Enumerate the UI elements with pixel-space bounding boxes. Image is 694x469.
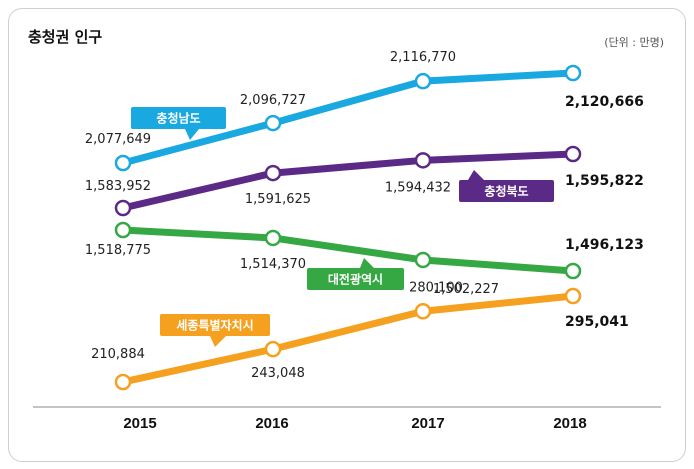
data-point <box>114 154 132 172</box>
data-point <box>414 303 432 320</box>
x-tick-label: 2017 <box>411 415 444 432</box>
unit-note: (단위 : 만명) <box>604 36 664 49</box>
data-label: 2,096,727 <box>240 93 306 108</box>
data-point <box>264 164 282 182</box>
x-tick-label: 2015 <box>123 415 156 432</box>
chart-title: 충청권 인구 <box>28 28 103 46</box>
data-point <box>564 287 582 305</box>
data-label: 1,595,822 <box>565 173 644 189</box>
data-label: 295,041 <box>565 314 629 330</box>
data-label: 1,514,370 <box>240 257 306 272</box>
series-name: 충청남도 <box>156 111 200 126</box>
data-point <box>114 373 132 391</box>
data-point <box>564 262 582 280</box>
data-label: 1,583,952 <box>85 179 151 194</box>
data-label: 1,591,625 <box>245 192 311 207</box>
data-label: 243,048 <box>251 366 305 381</box>
series-name-tag: 세종특별자치시 <box>160 314 270 347</box>
data-label: 280,100 <box>409 280 463 295</box>
data-point <box>114 221 132 239</box>
data-label: 2,116,770 <box>390 50 456 65</box>
series-line <box>122 150 574 212</box>
data-point <box>414 152 432 169</box>
data-label: 1,496,123 <box>565 237 644 253</box>
data-point <box>564 145 582 163</box>
data-label: 210,884 <box>91 347 145 362</box>
data-point <box>264 340 282 358</box>
data-label: 1,502,227 <box>433 282 499 297</box>
x-tick-label: 2018 <box>553 415 586 432</box>
x-tick-label: 2016 <box>255 415 288 432</box>
data-label: 1,518,775 <box>85 243 151 258</box>
series-name: 충청북도 <box>484 184 528 199</box>
series-name: 대전광역시 <box>328 272 383 287</box>
data-label: 2,120,666 <box>565 94 644 110</box>
series-line <box>122 292 574 386</box>
data-point <box>414 251 432 269</box>
series-name-tag: 충청남도 <box>131 107 226 140</box>
data-point <box>264 114 282 132</box>
data-point <box>414 72 432 90</box>
series-name-tag: 대전광역시 <box>307 258 404 290</box>
data-point <box>564 64 582 82</box>
data-point <box>114 199 132 217</box>
data-label: 2,077,649 <box>85 132 151 147</box>
series-name: 세종특별자치시 <box>176 318 253 333</box>
data-point <box>264 229 282 247</box>
series-name-tag: 충청북도 <box>459 170 554 202</box>
data-label: 1,594,432 <box>385 180 451 195</box>
series-line <box>122 226 574 275</box>
series-line <box>122 69 574 167</box>
